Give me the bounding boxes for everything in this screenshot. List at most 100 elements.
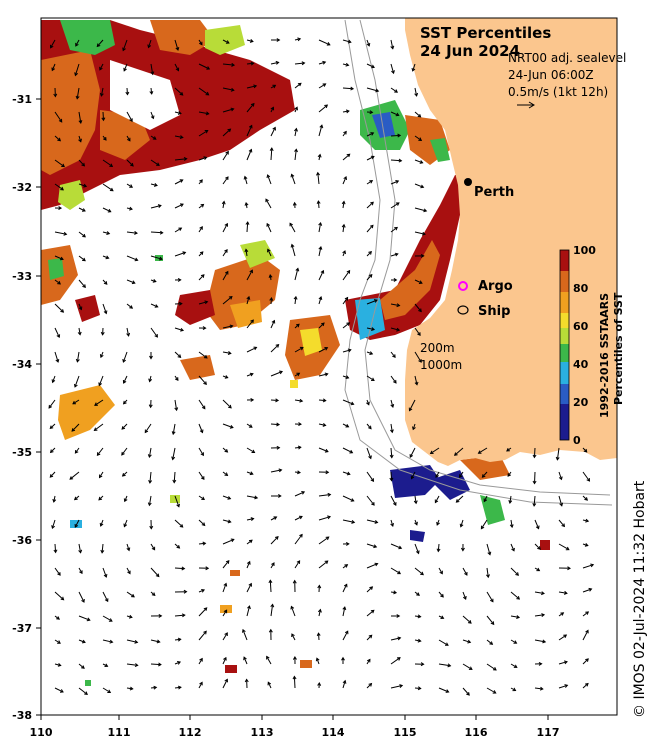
- current-arrow: [54, 351, 59, 363]
- current-arrow-head: [59, 256, 64, 261]
- current-arrow: [54, 135, 61, 142]
- current-arrow-head: [584, 542, 589, 547]
- current-arrow-head: [126, 547, 131, 552]
- current-arrow-head: [158, 662, 162, 667]
- current-arrow-head: [440, 615, 445, 619]
- current-arrow-head: [417, 638, 422, 643]
- current-scale-label: 0.5m/s (1kt 12h): [508, 85, 608, 99]
- current-arrow-head: [392, 502, 397, 506]
- current-arrow: [78, 231, 86, 238]
- current-arrow: [174, 135, 183, 138]
- current-arrow: [126, 279, 135, 284]
- current-arrow-head: [81, 665, 85, 669]
- current-arrow-head: [150, 115, 155, 120]
- current-arrow: [174, 179, 183, 185]
- current-arrow: [366, 327, 375, 330]
- current-arrow: [198, 111, 209, 115]
- current-arrow-head: [199, 251, 204, 255]
- current-arrow: [150, 111, 154, 119]
- current-arrow-head: [558, 476, 563, 481]
- current-arrow: [78, 111, 82, 124]
- current-arrow-head: [48, 404, 53, 409]
- current-arrow-head: [134, 639, 139, 644]
- current-arrow-head: [345, 424, 350, 428]
- current-arrow-head: [278, 468, 283, 473]
- current-arrow-head: [414, 521, 418, 526]
- current-arrow-head: [158, 256, 163, 261]
- current-arrow: [414, 351, 422, 363]
- current-arrow-head: [57, 663, 62, 667]
- current-arrow-head: [297, 82, 302, 87]
- current-arrow-head: [395, 112, 400, 117]
- current-arrow: [72, 399, 80, 405]
- current-arrow-head: [399, 684, 404, 688]
- current-arrow-head: [268, 579, 273, 584]
- current-arrow: [414, 327, 421, 336]
- current-arrow-head: [224, 632, 228, 636]
- current-arrow-head: [393, 379, 397, 384]
- current-arrow-head: [513, 664, 518, 668]
- isobath-1000m-label: 1000m: [420, 358, 462, 372]
- current-arrow: [126, 543, 130, 551]
- current-arrow-head: [121, 451, 125, 456]
- current-arrow-head: [292, 579, 297, 584]
- current-arrow-head: [296, 560, 301, 564]
- current-time-label: 24-Jun 06:00Z: [508, 68, 594, 82]
- current-arrow: [174, 495, 180, 507]
- current-arrow: [50, 39, 56, 49]
- current-arrow-head: [436, 521, 440, 526]
- current-arrow-head: [249, 39, 254, 43]
- current-arrow: [462, 687, 470, 696]
- current-arrow-head: [371, 64, 375, 69]
- current-arrow: [78, 663, 85, 669]
- current-arrow-head: [344, 630, 349, 635]
- current-arrow: [246, 605, 250, 617]
- current-arrow-head: [561, 523, 566, 528]
- current-arrow-head: [373, 544, 378, 549]
- current-arrow: [144, 423, 152, 433]
- current-arrow: [78, 303, 82, 310]
- current-arrow: [172, 423, 176, 435]
- current-arrow: [582, 564, 594, 569]
- current-arrow: [486, 591, 494, 602]
- current-arrow-head: [317, 153, 322, 158]
- current-arrow-head: [322, 422, 327, 427]
- current-arrow-head: [487, 551, 492, 556]
- current-arrow-head: [147, 502, 152, 507]
- current-arrow-head: [301, 491, 306, 495]
- current-arrow-head: [55, 358, 60, 363]
- current-arrow-head: [272, 84, 277, 89]
- current-arrow-head: [199, 225, 203, 230]
- current-arrow: [414, 207, 427, 212]
- current-arrow-head: [202, 326, 207, 331]
- y-axis: -31 -32 -33 -34 -35 -36 -37 -38: [12, 93, 41, 722]
- current-arrow-head: [78, 138, 82, 143]
- current-arrow-head: [439, 570, 443, 575]
- current-arrow-head: [271, 319, 276, 324]
- current-arrow-head: [244, 201, 249, 206]
- current-arrow: [126, 327, 130, 336]
- current-arrow-head: [468, 666, 473, 670]
- current-arrow: [462, 567, 468, 576]
- current-arrow: [318, 347, 328, 353]
- current-arrow: [270, 536, 279, 545]
- current-arrow-head: [460, 547, 465, 552]
- current-arrow-head: [123, 523, 128, 528]
- current-arrow: [558, 684, 568, 689]
- current-arrow-head: [82, 257, 86, 262]
- current-arrow-head: [389, 454, 394, 459]
- current-arrow-head: [398, 158, 403, 163]
- current-arrow: [94, 423, 104, 431]
- current-arrow: [172, 447, 176, 460]
- colorbar-tick-0: 0: [573, 434, 581, 447]
- current-arrow-head: [477, 450, 482, 454]
- current-arrow: [54, 231, 67, 235]
- current-arrow-head: [374, 562, 379, 567]
- current-arrow: [366, 87, 379, 92]
- current-arrow: [198, 658, 203, 665]
- current-arrow: [438, 687, 449, 693]
- current-arrow-head: [371, 327, 376, 331]
- current-arrow: [318, 536, 329, 545]
- current-arrow-head: [391, 70, 395, 75]
- current-arrow: [534, 687, 543, 690]
